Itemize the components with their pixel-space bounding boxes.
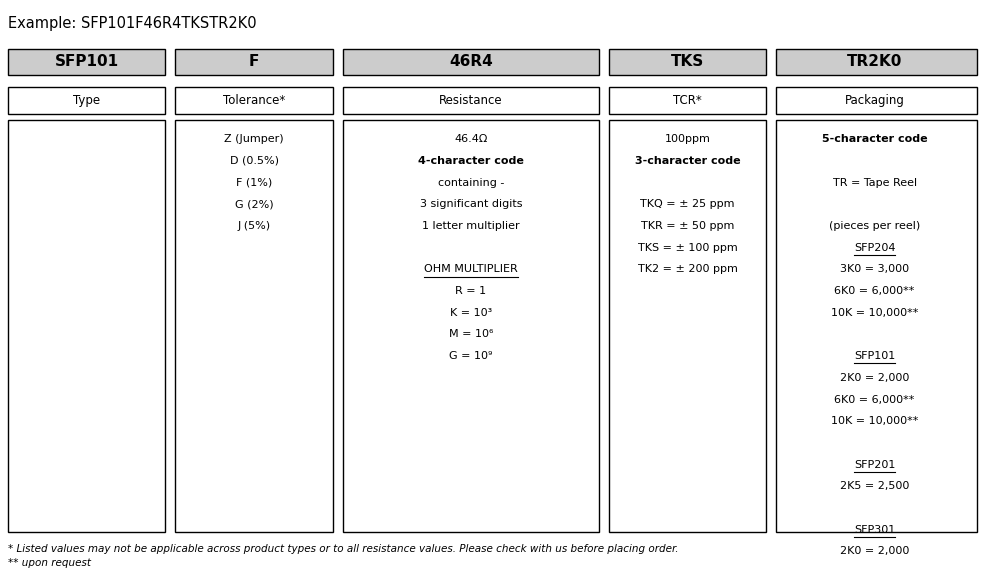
Bar	[8, 87, 165, 114]
Text: TKS = ± 100 ppm: TKS = ± 100 ppm	[637, 243, 738, 253]
Text: Type: Type	[73, 94, 100, 107]
Text: SFP101: SFP101	[854, 351, 895, 361]
Text: Tolerance*: Tolerance*	[223, 94, 286, 107]
Text: TKQ = ± 25 ppm: TKQ = ± 25 ppm	[640, 199, 735, 210]
Text: 46.4Ω: 46.4Ω	[454, 134, 488, 144]
Text: TR = Tape Reel: TR = Tape Reel	[832, 178, 917, 188]
Text: R = 1: R = 1	[455, 286, 487, 296]
Text: F (1%): F (1%)	[236, 178, 272, 188]
Text: ** upon request: ** upon request	[8, 558, 91, 569]
Bar	[8, 120, 165, 532]
Text: 3 significant digits: 3 significant digits	[420, 199, 522, 210]
Text: J (5%): J (5%)	[237, 221, 271, 231]
Bar	[776, 87, 977, 114]
Text: F: F	[249, 54, 259, 70]
Text: 46R4: 46R4	[449, 54, 492, 70]
Text: * Listed values may not be applicable across product types or to all resistance : * Listed values may not be applicable ac…	[8, 544, 679, 554]
Text: Z (Jumper): Z (Jumper)	[225, 134, 284, 144]
Bar	[609, 49, 766, 75]
Text: SFP301: SFP301	[854, 525, 895, 535]
Text: 3-character code: 3-character code	[634, 156, 741, 166]
Text: 3K0 = 3,000: 3K0 = 3,000	[840, 264, 909, 275]
Bar	[609, 120, 766, 532]
Text: 10K = 10,000**: 10K = 10,000**	[831, 308, 918, 318]
Text: TK2 = ± 200 ppm: TK2 = ± 200 ppm	[637, 264, 738, 275]
Text: SFP204: SFP204	[854, 243, 895, 253]
Text: Resistance: Resistance	[439, 94, 502, 107]
Text: SFP101: SFP101	[54, 54, 119, 70]
Bar	[343, 49, 599, 75]
Text: Packaging: Packaging	[845, 94, 904, 107]
Bar	[175, 120, 333, 532]
Bar	[175, 49, 333, 75]
Text: G = 10⁹: G = 10⁹	[449, 351, 492, 361]
Text: 2K5 = 2,500: 2K5 = 2,500	[840, 481, 909, 492]
Bar	[8, 49, 165, 75]
Text: 6K0 = 6,000**: 6K0 = 6,000**	[834, 395, 915, 405]
Bar	[343, 120, 599, 532]
Text: containing -: containing -	[437, 178, 504, 188]
Text: Example: SFP101F46R4TKSTR2K0: Example: SFP101F46R4TKSTR2K0	[8, 16, 256, 31]
Text: TCR*: TCR*	[673, 94, 702, 107]
Bar	[343, 87, 599, 114]
Text: 5-character code: 5-character code	[821, 134, 928, 144]
Text: TKR = ± 50 ppm: TKR = ± 50 ppm	[641, 221, 734, 231]
Text: G (2%): G (2%)	[234, 199, 274, 210]
Bar	[776, 49, 977, 75]
Text: TR2K0: TR2K0	[847, 54, 902, 70]
Text: K = 10³: K = 10³	[450, 308, 492, 318]
Text: 10K = 10,000**: 10K = 10,000**	[831, 416, 918, 427]
Text: 100ppm: 100ppm	[665, 134, 710, 144]
Text: (pieces per reel): (pieces per reel)	[829, 221, 920, 231]
Text: 2K0 = 2,000: 2K0 = 2,000	[840, 546, 909, 557]
Text: OHM MULTIPLIER: OHM MULTIPLIER	[424, 264, 518, 275]
Text: 6K0 = 6,000**: 6K0 = 6,000**	[834, 286, 915, 296]
Text: 4-character code: 4-character code	[418, 156, 524, 166]
Text: TKS: TKS	[671, 54, 704, 70]
Text: 2K0 = 2,000: 2K0 = 2,000	[840, 373, 909, 383]
Text: 1 letter multiplier: 1 letter multiplier	[422, 221, 520, 231]
Text: SFP201: SFP201	[854, 460, 895, 470]
Bar	[175, 87, 333, 114]
Text: D (0.5%): D (0.5%)	[230, 156, 279, 166]
Bar	[609, 87, 766, 114]
Bar	[776, 120, 977, 532]
Text: M = 10⁶: M = 10⁶	[448, 329, 493, 340]
